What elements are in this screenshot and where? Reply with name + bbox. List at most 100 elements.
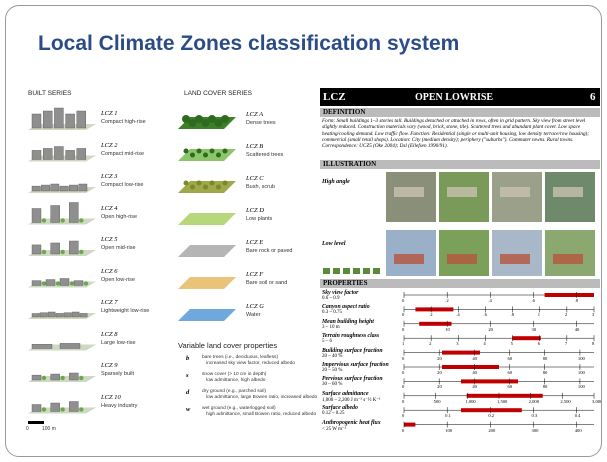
built-name: Open low-rise — [101, 276, 135, 283]
tree — [69, 281, 75, 286]
building — [79, 313, 88, 318]
scale-label: 80 — [542, 384, 548, 390]
property-range: 3 – 10 m — [322, 324, 340, 330]
property-range: 30 – 60 % — [322, 382, 343, 388]
building — [31, 344, 53, 349]
landcover-code: LCZ C — [246, 175, 264, 182]
building — [71, 311, 80, 318]
scale-label: 100 — [577, 355, 585, 361]
building — [31, 313, 40, 318]
built-name: Compact mid-rise — [101, 150, 145, 157]
tree — [196, 148, 202, 154]
building — [50, 373, 60, 381]
property-range: 5 – 6 — [322, 339, 332, 345]
built-name: Heavy industry — [101, 402, 138, 409]
illustration-heading: ILLUSTRATION — [320, 160, 600, 169]
photo-detail — [553, 187, 583, 197]
slide: Local Climate Zones classification syste… — [5, 5, 602, 457]
tree — [55, 281, 61, 286]
tree — [209, 180, 215, 186]
built-code: LCZ 8 — [101, 330, 118, 338]
building — [31, 404, 42, 412]
scale-label: 80 — [542, 355, 548, 361]
mini-building — [363, 268, 370, 274]
built-code: LCZ 5 — [101, 236, 118, 243]
variable-effect: low admittance, high albedo — [206, 378, 266, 383]
scale-label: 0 — [402, 398, 405, 404]
tree — [196, 180, 202, 186]
tree — [41, 249, 47, 255]
tree — [216, 184, 221, 190]
property-range: 0.6 – 0.9 — [322, 296, 340, 301]
building — [31, 113, 42, 129]
property-range: 20 – 50 % — [322, 368, 343, 373]
tree — [79, 407, 84, 412]
scale-label: 4 — [483, 341, 486, 347]
built-name: Lightweight low-rise — [101, 308, 150, 314]
variable-code: d — [186, 389, 190, 396]
scale-label: 0 — [402, 298, 405, 303]
property-range: < 25 W m⁻² — [322, 426, 347, 432]
variable-effect: high admittance, small Bowen ratio, redu… — [206, 412, 317, 417]
building — [50, 402, 60, 412]
scale-label: 0 — [402, 384, 405, 390]
tree — [188, 119, 197, 127]
built-name: Large low-rise — [101, 339, 136, 346]
view-label: High angle — [322, 179, 350, 185]
built-code: LCZ 6 — [101, 267, 118, 275]
tree — [221, 115, 229, 123]
building — [54, 146, 64, 160]
tree — [182, 115, 190, 123]
property-range: 20 – 40 % — [322, 353, 343, 359]
scale-label: 2,500 — [560, 398, 571, 404]
landcover-heading: LAND COVER SERIES — [184, 90, 252, 97]
building — [69, 184, 78, 192]
scale-label: 100 — [445, 427, 453, 433]
tree — [41, 218, 47, 223]
scale-label: 0.2 — [488, 413, 495, 419]
sheet-number: 6 — [590, 91, 596, 103]
sheet-label: LCZ — [323, 91, 346, 103]
properties-heading: PROPERTIES — [320, 279, 600, 288]
tree — [183, 180, 189, 186]
land-tile — [178, 277, 236, 289]
building — [55, 313, 64, 318]
icons — [28, 107, 595, 428]
built-code: LCZ 1 — [101, 110, 118, 117]
building — [45, 279, 56, 286]
tree — [190, 184, 195, 190]
property-name: Surface albedo — [322, 405, 358, 412]
building — [47, 311, 56, 318]
scale-label: 20 — [437, 355, 442, 361]
scale-label: 100 — [577, 384, 585, 390]
mini-building — [373, 268, 380, 274]
photo-detail — [447, 254, 477, 264]
building — [69, 401, 79, 412]
photo-detail — [394, 254, 424, 264]
property-range: 1,000 – 2,200 J m⁻² s⁻½ K⁻¹ — [322, 397, 381, 403]
scale-label: 40 — [472, 370, 477, 375]
scale-label: 30 — [531, 326, 537, 332]
building — [50, 205, 60, 223]
scale-label: 0.1 — [445, 413, 451, 419]
variable-label: bare trees (i.e., deciduous, leafless) — [202, 355, 278, 360]
variable-code: b — [186, 355, 190, 362]
scale-label: 10 — [445, 326, 450, 332]
building — [69, 202, 79, 223]
tree — [190, 152, 195, 158]
property-name: Anthropogenic heat flux — [322, 419, 381, 426]
scale-label: 0.4 — [574, 413, 581, 419]
range-bar — [442, 350, 480, 355]
range-bar — [415, 307, 454, 312]
slide-title: Local Climate Zones classification syste… — [38, 32, 460, 55]
landcover-name: Bare soil or sand — [246, 280, 288, 286]
tree — [203, 152, 208, 158]
variable-effect: increased sky view factor, reduced albed… — [206, 361, 296, 366]
built-code: LCZ 3 — [101, 173, 118, 180]
mini-building — [343, 268, 350, 274]
built-code: LCZ 10 — [101, 393, 121, 401]
variable-code: s — [186, 372, 189, 379]
building — [31, 280, 42, 286]
scale-label: 40 — [472, 355, 477, 361]
scale-label: 40 — [472, 384, 477, 390]
